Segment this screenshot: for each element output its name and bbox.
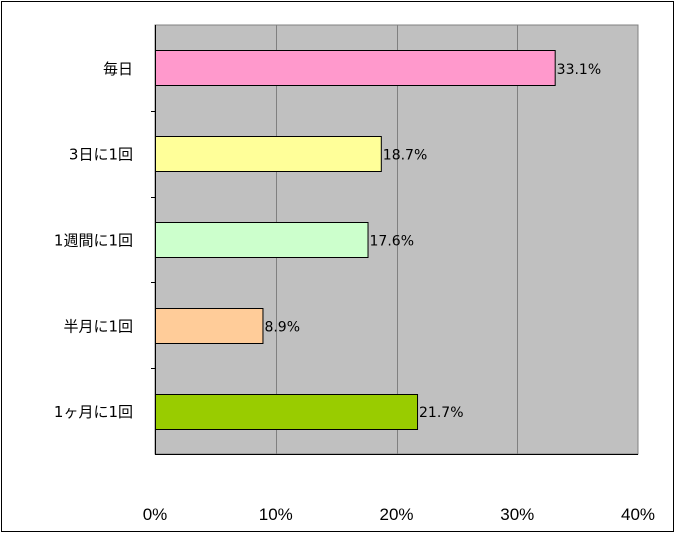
data-label: 18.7% (383, 148, 427, 164)
bar (155, 394, 419, 430)
data-label: 21.7% (419, 405, 463, 421)
bars (155, 50, 556, 430)
labels: 33.1% 毎日 18.7% 3日に1回 17.6% 1週間に1回 8.9% 半月に1回 21.… (54, 60, 655, 524)
bar (155, 308, 264, 344)
category-label: 毎日 (103, 60, 133, 78)
data-label: 33.1% (557, 62, 601, 78)
category-label: 3日に1回 (69, 146, 133, 164)
x-tick-label: 20% (379, 505, 413, 524)
axes (151, 25, 638, 455)
data-label: 17.6% (370, 234, 414, 250)
category-label: 半月に1回 (63, 317, 133, 335)
bar (155, 50, 556, 86)
x-tick-label: 30% (500, 505, 534, 524)
x-tick-label: 0% (143, 505, 168, 524)
category-label: 1週間に1回 (54, 232, 133, 250)
x-tick-label: 40% (621, 505, 655, 524)
x-tick-label: 10% (259, 505, 293, 524)
bar (155, 222, 369, 258)
data-label: 8.9% (264, 319, 300, 335)
bar (155, 136, 382, 172)
category-label: 1ヶ月に1回 (54, 403, 133, 421)
